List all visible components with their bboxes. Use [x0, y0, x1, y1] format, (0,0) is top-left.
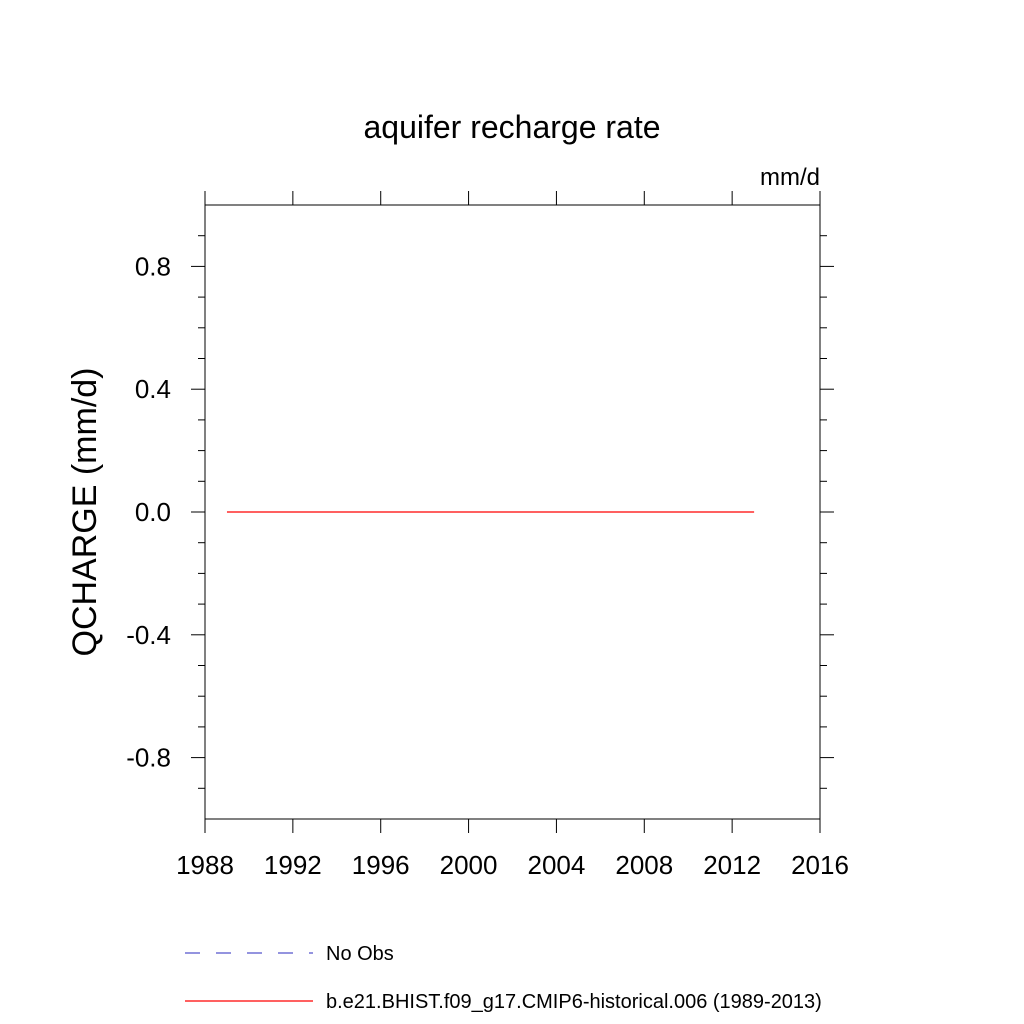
legend-label: b.e21.BHIST.f09_g17.CMIP6-historical.006…	[326, 991, 822, 1013]
x-tick-label: 1992	[264, 850, 322, 880]
x-tick-label: 2004	[528, 850, 586, 880]
y-tick-label: 0.8	[135, 251, 171, 281]
y-tick-label: 0.4	[135, 374, 171, 404]
x-tick-label: 2016	[791, 850, 849, 880]
y-tick-label: 0.0	[135, 497, 171, 527]
x-tick-label: 1996	[352, 850, 410, 880]
chart-title: aquifer recharge rate	[363, 109, 660, 145]
x-tick-label: 2000	[440, 850, 498, 880]
units-label: mm/d	[760, 164, 820, 191]
legend-label: No Obs	[326, 943, 394, 965]
x-tick-label: 1988	[176, 850, 234, 880]
axes: 1988 1992 1996 2000 2004 2008 2012 2016 0.8 0.4 0.…	[126, 191, 849, 880]
x-tick-label: 2012	[703, 850, 761, 880]
y-axis-label: QCHARGE (mm/d)	[66, 368, 104, 657]
y-tick-label: -0.8	[126, 743, 171, 773]
y-tick-label: -0.4	[126, 620, 171, 650]
x-tick-label: 2008	[615, 850, 673, 880]
legend: No Obs b.e21.BHIST.f09_g17.CMIP6-historic…	[185, 943, 822, 1013]
